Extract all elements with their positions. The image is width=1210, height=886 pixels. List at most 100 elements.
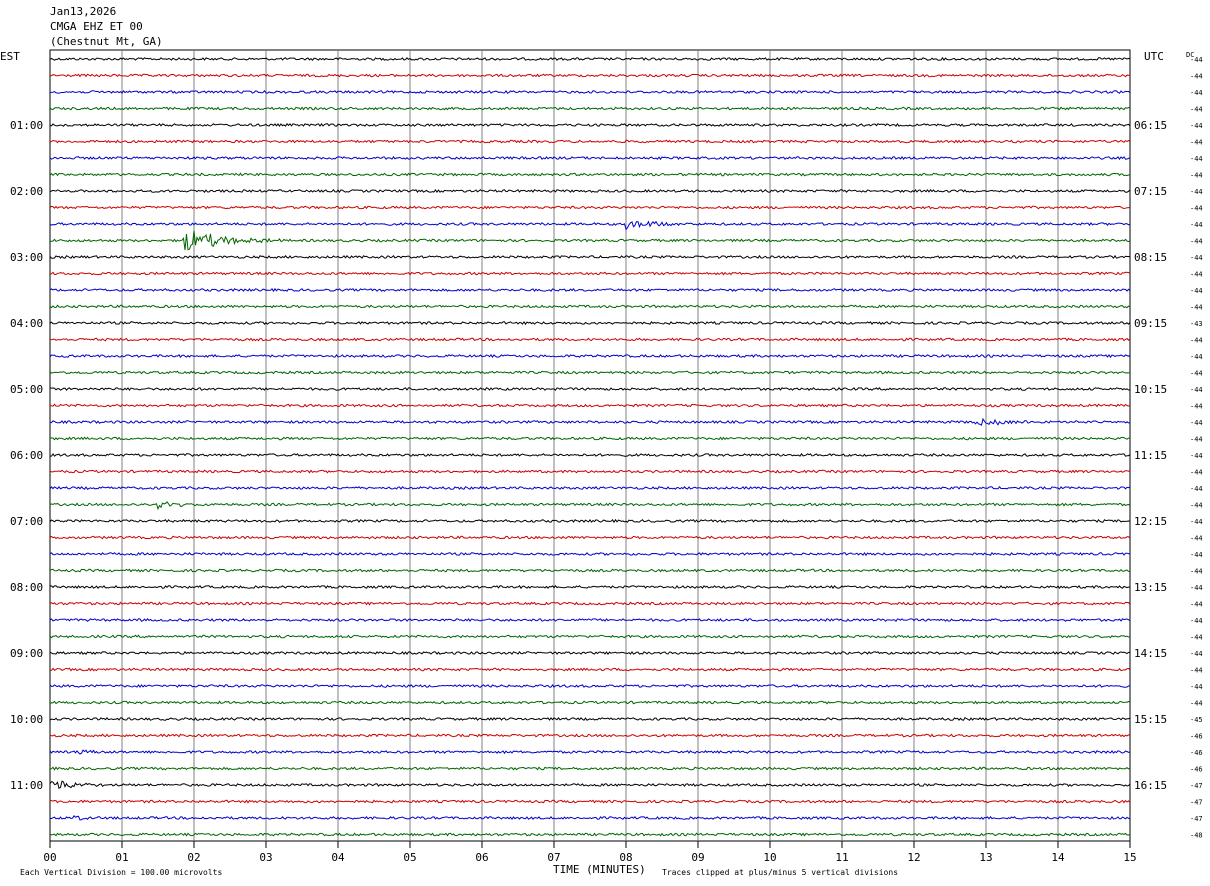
dc-offset-labels: -44 -44 -44 -44 -44 -44 -44 -44 -44 -44 -44 -44 -44 -…	[1190, 56, 1203, 840]
dc-offset-label: -44	[1190, 485, 1203, 493]
x-tick-label: 09	[691, 851, 704, 864]
trace-row	[49, 733, 1131, 738]
dc-offset-label: -47	[1190, 782, 1203, 790]
dc-offset-label: -44	[1190, 386, 1203, 394]
dc-offset-label: -44	[1190, 73, 1203, 81]
trace-row	[49, 535, 1131, 540]
left-hour-label: 08:00	[10, 581, 43, 594]
trace-row	[50, 89, 1131, 94]
dc-offset-label: -44	[1190, 106, 1203, 114]
left-timezone-label: EST	[0, 50, 20, 63]
right-hour-label: 07:15	[1134, 185, 1167, 198]
dc-offset-label: -46	[1190, 733, 1203, 741]
x-tick-label: 06	[475, 851, 488, 864]
left-hour-label: 02:00	[10, 185, 43, 198]
trace-row	[49, 650, 1131, 656]
dc-offset-label: -44	[1190, 205, 1203, 213]
x-tick-label: 05	[403, 851, 416, 864]
dc-offset-label: -44	[1190, 535, 1203, 543]
x-tick-label: 13	[979, 851, 992, 864]
dc-offset-label: -44	[1190, 667, 1203, 675]
dc-offset-label: -47	[1190, 815, 1203, 823]
trace-row	[49, 122, 1131, 127]
dc-offset-label: -44	[1190, 89, 1203, 97]
trace-row	[49, 155, 1131, 161]
left-hour-label: 06:00	[10, 449, 43, 462]
dc-offset-label: -47	[1190, 799, 1203, 807]
dc-offset-header: DC	[1186, 51, 1194, 59]
trace-row	[49, 337, 1131, 342]
dc-offset-label: -44	[1190, 436, 1203, 444]
left-hour-label: 11:00	[10, 779, 43, 792]
left-hour-label: 03:00	[10, 251, 43, 264]
dc-offset-label: -44	[1190, 452, 1203, 460]
trace-row	[49, 700, 1131, 705]
trace-row	[49, 518, 1131, 524]
dc-offset-label: -44	[1190, 551, 1203, 559]
dc-offset-label: -44	[1190, 617, 1203, 625]
x-tick-label: 07	[547, 851, 560, 864]
x-tick-label: 12	[907, 851, 920, 864]
trace-row	[49, 780, 1131, 789]
left-hour-label: 05:00	[10, 383, 43, 396]
trace-row	[49, 469, 1131, 474]
x-tick-label: 03	[259, 851, 272, 864]
trace-row	[49, 584, 1131, 590]
left-hour-labels: 01:00 02:00 03:00 04:00 05:00 06:00 07:00 08:00…	[10, 119, 43, 792]
dc-offset-label: -44	[1190, 271, 1203, 279]
station-id: CMGA EHZ ET 00	[50, 20, 143, 33]
dc-offset-label: -44	[1190, 518, 1203, 526]
dc-offset-label: -44	[1190, 188, 1203, 196]
trace-row	[49, 220, 1131, 231]
trace-group	[49, 56, 1131, 837]
trace-row	[49, 254, 1131, 259]
trace-row	[49, 634, 1130, 639]
x-tick-label: 01	[115, 851, 128, 864]
dc-offset-label: -44	[1190, 287, 1203, 295]
right-hour-label: 15:15	[1134, 713, 1167, 726]
left-hour-label: 10:00	[10, 713, 43, 726]
trace-row	[49, 139, 1131, 144]
trace-row	[49, 403, 1131, 408]
right-hour-label: 16:15	[1134, 779, 1167, 792]
dc-offset-label: -44	[1190, 403, 1203, 411]
dc-offset-label: -44	[1190, 502, 1203, 510]
trace-row	[49, 436, 1130, 441]
x-tick-label: 00	[43, 851, 56, 864]
dc-offset-label: -48	[1190, 832, 1203, 840]
footer-scale-note: Each Vertical Division = 100.00 microvol…	[20, 868, 222, 877]
trace-row	[49, 501, 1131, 511]
trace-row	[49, 601, 1131, 606]
dc-offset-label: -44	[1190, 634, 1203, 642]
dc-offset-label: -44	[1190, 221, 1203, 229]
trace-row	[49, 716, 1131, 721]
trace-row	[50, 452, 1131, 457]
trace-row	[49, 667, 1131, 672]
trace-row	[49, 551, 1131, 557]
trace-row	[49, 304, 1131, 309]
dc-offset-label: -44	[1190, 601, 1203, 609]
right-timezone-label: UTC	[1144, 50, 1164, 63]
dc-offset-label: -44	[1190, 155, 1203, 163]
plot-frame	[49, 49, 1131, 842]
dc-offset-label: -44	[1190, 650, 1203, 658]
x-tick-label: 10	[763, 851, 776, 864]
dc-offset-label: -44	[1190, 304, 1203, 312]
trace-row	[49, 188, 1131, 193]
dc-offset-label: -44	[1190, 683, 1203, 691]
dc-offset-label: -44	[1190, 56, 1203, 64]
dc-offset-label: -46	[1190, 749, 1203, 757]
right-hour-labels: 06:15 07:15 08:15 09:15 10:15 11:15 12:15 13:15…	[1134, 119, 1167, 792]
trace-row	[49, 56, 1131, 61]
dc-offset-label: -44	[1190, 122, 1203, 130]
dc-offset-label: -44	[1190, 254, 1203, 262]
trace-row	[49, 287, 1131, 293]
trace-row	[49, 271, 1131, 276]
left-hour-label: 01:00	[10, 119, 43, 132]
right-hour-label: 14:15	[1134, 647, 1167, 660]
trace-row	[49, 205, 1131, 210]
trace-row	[49, 370, 1131, 375]
dc-offset-label: -45	[1190, 716, 1203, 724]
station-location: (Chestnut Mt, GA)	[50, 35, 163, 48]
x-tick-label: 08	[619, 851, 632, 864]
